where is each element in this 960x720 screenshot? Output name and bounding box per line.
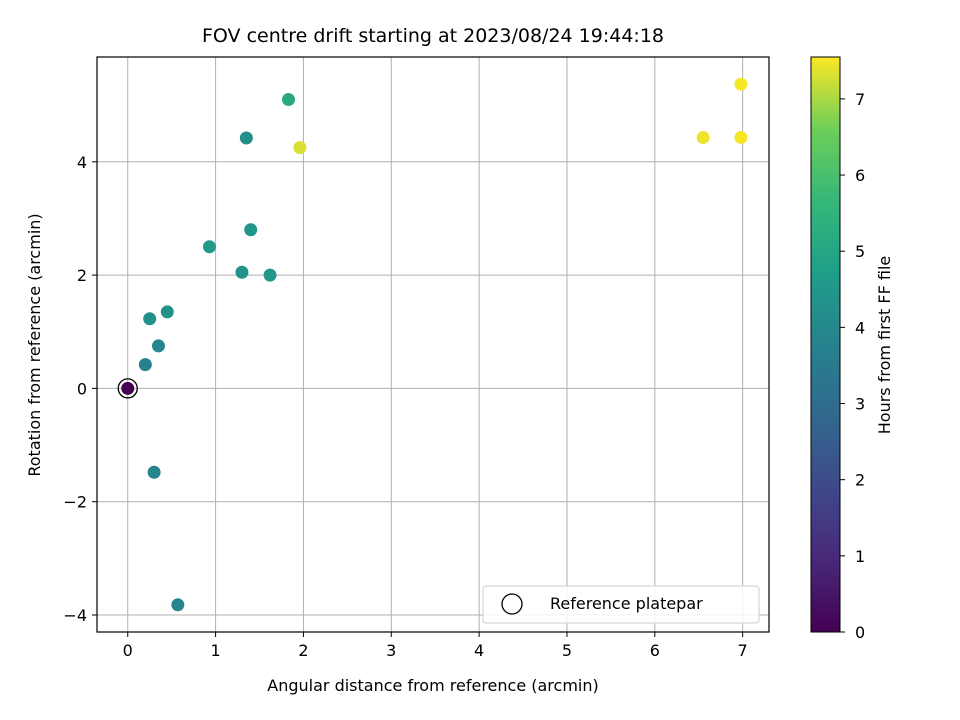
x-tick-label: 2: [298, 641, 308, 660]
colorbar-label: Hours from first FF file: [875, 256, 894, 435]
y-axis-label: Rotation from reference (arcmin): [25, 213, 44, 476]
data-point: [263, 268, 277, 282]
reference-marker-layer: [117, 378, 138, 399]
legend-label: Reference platepar: [550, 594, 703, 613]
y-tick-label: −2: [63, 493, 87, 512]
data-point: [160, 305, 174, 319]
data-point: [143, 312, 157, 326]
y-tick-label: 0: [77, 379, 87, 398]
data-point: [696, 130, 710, 144]
chart-title: FOV centre drift starting at 2023/08/24 …: [202, 25, 664, 47]
y-tick-label: 4: [77, 153, 87, 172]
data-point: [138, 358, 152, 372]
colorbar-ticks: 0 1 2 3 4 5 6 7: [840, 90, 865, 642]
legend-marker-icon: [501, 593, 523, 615]
x-axis-ticks: 0 1 2 3 4 5 6 7: [123, 632, 748, 660]
x-tick-label: 0: [123, 641, 133, 660]
colorbar-tick-label: 6: [855, 166, 865, 185]
x-tick-label: 4: [474, 641, 484, 660]
data-point: [147, 465, 161, 479]
colorbar-tick-label: 0: [855, 623, 865, 642]
data-point: [734, 130, 748, 144]
x-axis-label: Angular distance from reference (arcmin): [267, 676, 598, 695]
colorbar-tick-label: 7: [855, 90, 865, 109]
colorbar: 0 1 2 3 4 5 6 7 Hours from first FF file: [810, 56, 894, 642]
x-tick-label: 5: [562, 641, 572, 660]
legend-box: [482, 585, 760, 624]
data-point: [239, 131, 253, 145]
data-point: [202, 240, 216, 254]
plot-frame: [96, 56, 770, 633]
colorbar-gradient: [810, 56, 841, 633]
x-tick-label: 6: [650, 641, 660, 660]
y-axis-ticks: −4 −2 0 2 4: [63, 153, 97, 625]
x-tick-label: 1: [210, 641, 220, 660]
x-tick-label: 3: [386, 641, 396, 660]
reference-platepar-marker: [117, 378, 138, 399]
data-point: [171, 598, 185, 612]
data-point: [281, 92, 295, 106]
y-tick-label: −4: [63, 606, 87, 625]
data-point: [244, 223, 258, 237]
colorbar-tick-label: 4: [855, 318, 865, 337]
data-point: [151, 339, 165, 353]
legend: Reference platepar: [482, 585, 760, 624]
colorbar-tick-label: 1: [855, 547, 865, 566]
data-point: [293, 141, 307, 155]
x-tick-label: 7: [738, 641, 748, 660]
data-point: [734, 77, 748, 91]
colorbar-tick-label: 2: [855, 471, 865, 490]
y-tick-label: 2: [77, 266, 87, 285]
grid: [97, 57, 769, 632]
colorbar-tick-label: 3: [855, 395, 865, 414]
colorbar-tick-label: 5: [855, 242, 865, 261]
data-points: [121, 77, 748, 612]
data-point: [121, 381, 135, 395]
data-point: [235, 265, 249, 279]
